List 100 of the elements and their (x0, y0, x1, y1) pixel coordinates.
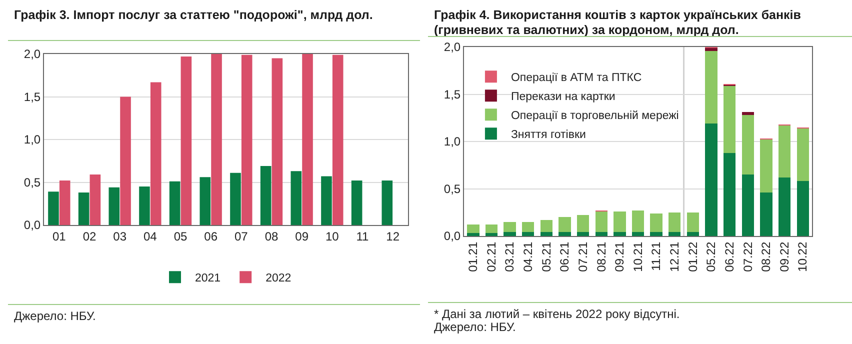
bar (614, 211, 626, 232)
bar (302, 54, 313, 225)
bar (382, 180, 393, 225)
x-tick-label: 04.21 (521, 241, 536, 272)
bar (760, 140, 772, 193)
bar (332, 54, 344, 225)
bar (595, 211, 608, 232)
x-tick-label: 05 (174, 229, 188, 244)
bar (576, 215, 590, 232)
y-tick-label: 0,0 (24, 218, 41, 232)
text: * Дані за лютий – квітень 2022 року відсутні. (434, 307, 680, 321)
bar (522, 222, 534, 232)
bar (558, 232, 571, 236)
legend-label: 2021 (195, 272, 221, 285)
bar (467, 224, 480, 234)
bar (668, 232, 681, 236)
text: Джерело: НБУ. (434, 320, 516, 334)
bar (705, 48, 718, 51)
bar (120, 96, 131, 225)
y-tick-label: 2,0 (24, 47, 41, 62)
bar (723, 152, 736, 236)
legend-label: Операції в торговельній мережі (510, 110, 679, 122)
x-tick-label: 05.22 (704, 241, 718, 272)
text: Джерело: НБУ. (14, 309, 96, 323)
bar (108, 187, 120, 225)
bar (522, 232, 534, 236)
bar (150, 82, 162, 225)
x-tick-label: 06.21 (558, 241, 572, 272)
bar (48, 192, 59, 225)
x-tick-label: 07.22 (740, 241, 755, 272)
bar (668, 212, 681, 232)
bar (576, 232, 590, 236)
bar (78, 192, 90, 225)
bar (686, 212, 700, 232)
bar (760, 192, 772, 236)
x-tick-label: 07 (234, 229, 248, 244)
y-tick-label: 0,5 (444, 182, 461, 196)
bar (540, 232, 553, 236)
bar (650, 213, 662, 232)
bar (467, 233, 480, 236)
x-tick-label: 03.21 (502, 241, 517, 272)
x-tick-label: 10.22 (796, 241, 810, 272)
x-tick-label: 02 (82, 229, 96, 244)
x-tick-label: 07.21 (576, 241, 590, 272)
x-tick-label: 12 (386, 229, 400, 244)
bar (705, 124, 718, 236)
bar (778, 125, 791, 178)
y-tick-label: 1,5 (444, 87, 461, 102)
bar (705, 50, 718, 124)
y-tick-label: 2,0 (444, 40, 461, 54)
x-tick-label: 10 (325, 229, 340, 244)
y-tick-label: 0,0 (444, 229, 461, 244)
bar (742, 115, 754, 175)
bar (504, 232, 516, 236)
x-tick-label: 06 (204, 229, 218, 244)
bar (485, 233, 498, 236)
legend-label: Зняття готівки (510, 129, 586, 142)
x-tick-label: 09.22 (777, 241, 792, 272)
x-tick-label: 08.22 (759, 241, 774, 272)
x-tick-label: 01 (52, 229, 66, 244)
bar (686, 232, 700, 236)
bar (485, 224, 498, 234)
x-tick-label: 10.21 (630, 241, 645, 272)
bar (139, 186, 150, 225)
bar (272, 58, 283, 225)
bar (558, 217, 571, 232)
bar (290, 171, 302, 225)
bar (504, 222, 516, 232)
y-tick-label: 1,5 (24, 90, 41, 104)
bar (169, 181, 180, 225)
bar (632, 210, 644, 232)
x-tick-label: 09 (295, 229, 309, 244)
bar (230, 172, 241, 225)
x-tick-label: 11 (356, 229, 370, 244)
chart-title: Графік 4. Використання коштів з карток українських банків (гривневих та валютних) за кордоном, млрд дол. (434, 8, 802, 38)
bar (241, 54, 252, 225)
x-tick-label: 01.22 (686, 241, 700, 272)
bar (540, 220, 553, 232)
x-tick-label: 08 (264, 229, 278, 244)
x-tick-label: 01.21 (466, 241, 480, 272)
x-tick-label: 05.21 (539, 241, 554, 272)
x-tick-label: 04 (143, 229, 158, 244)
bar (180, 56, 192, 225)
x-tick-label: 02.21 (484, 241, 498, 272)
bar (351, 180, 362, 225)
x-tick-label: 03 (113, 229, 127, 244)
bar (260, 166, 272, 225)
bar (614, 232, 626, 236)
x-tick-label: 09.21 (612, 241, 627, 272)
bar (200, 177, 211, 225)
bar (321, 176, 332, 225)
bar (742, 112, 754, 116)
bar (742, 174, 754, 236)
legend-label: Перекази на картки (510, 91, 616, 104)
x-tick-label: 06.22 (722, 241, 736, 272)
bar (778, 177, 791, 236)
bar (211, 54, 222, 225)
bar (595, 232, 608, 236)
bar (90, 174, 101, 225)
bar (796, 181, 809, 236)
